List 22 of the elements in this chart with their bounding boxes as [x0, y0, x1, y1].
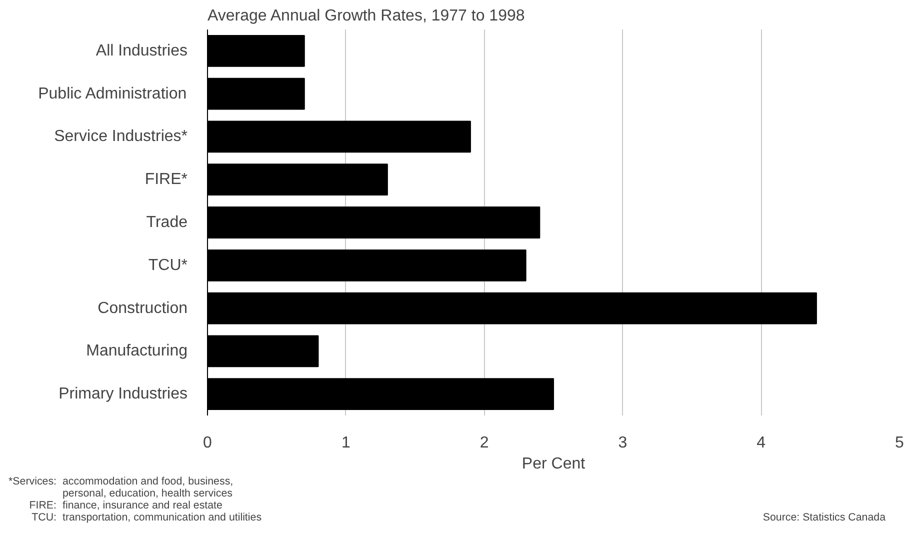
text: personal, education, health services: [62, 488, 233, 500]
x-tick-label: 4: [756, 434, 766, 452]
y-tick-label: Trade: [146, 214, 188, 231]
x-tick-label: 3: [618, 434, 628, 452]
text: *Services: accommodation and food, business,: [8, 476, 234, 488]
text: FIRE: finance, insurance and real estate: [29, 500, 223, 512]
chart-title: Average Annual Growth Rates, 1977 to 1998: [208, 8, 525, 24]
text: TCU: transportation, communication and utilities: [32, 512, 262, 524]
x-axis-title: Per Cent: [522, 456, 586, 472]
y-tick-label: All Industries: [96, 42, 188, 60]
y-tick-label: Manufacturing: [86, 342, 188, 360]
x-tick-label: 5: [895, 434, 904, 452]
x-tick-label: 1: [341, 434, 350, 452]
y-tick-label: FIRE*: [144, 171, 188, 188]
x-tick-label: 2: [480, 434, 489, 452]
y-tick-label: Service Industries*: [54, 128, 188, 146]
source-note: Source: Statistics Canada: [762, 512, 886, 524]
y-tick-label: Public Administration: [38, 85, 187, 102]
y-tick-label: Construction: [98, 300, 188, 317]
y-tick-label: Primary Industries: [58, 386, 188, 403]
x-tick-label: 0: [203, 434, 212, 452]
y-tick-label: TCU*: [148, 256, 188, 274]
